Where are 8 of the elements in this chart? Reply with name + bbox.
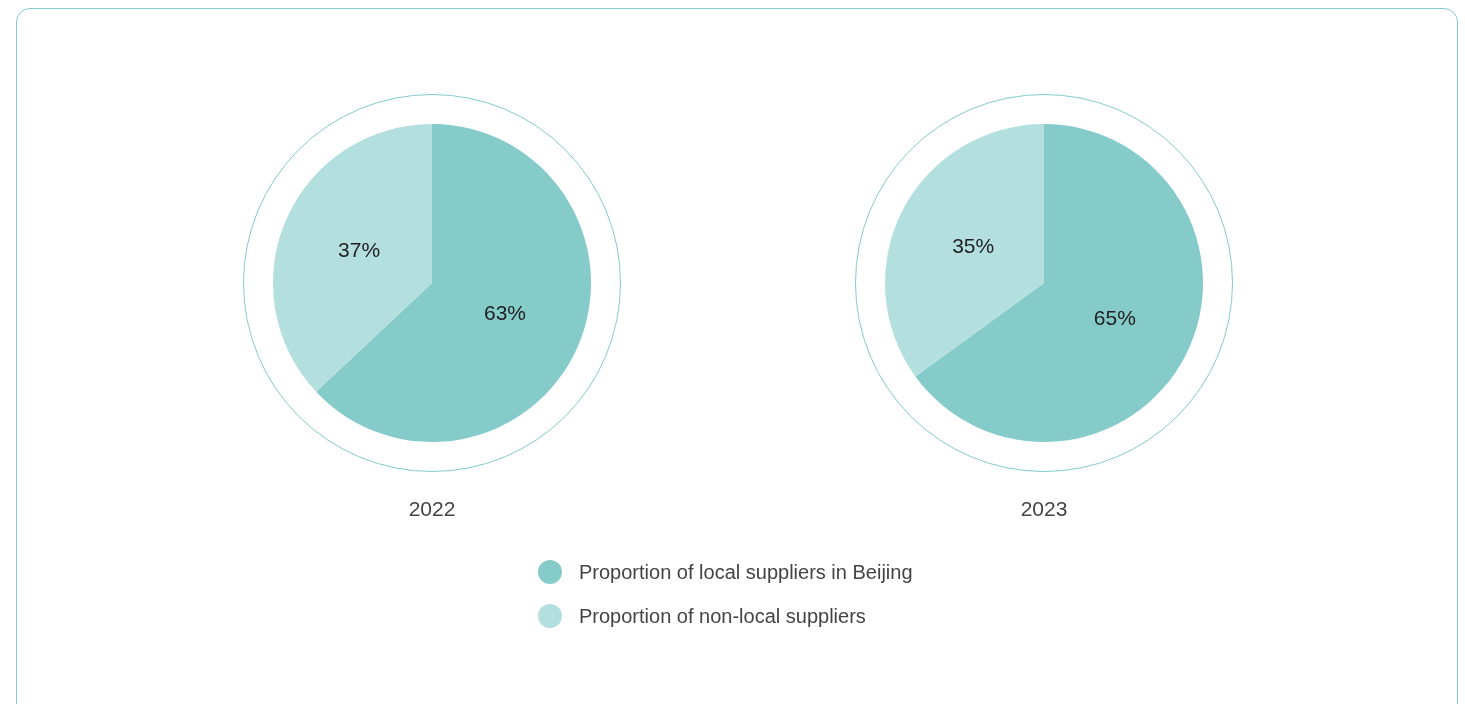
legend-label: Proportion of non-local suppliers <box>579 604 866 628</box>
legend-label: Proportion of local suppliers in Beijing <box>579 560 913 584</box>
data-label: 65% <box>1093 305 1136 329</box>
data-label: 37% <box>338 238 381 262</box>
data-label: 35% <box>952 233 995 257</box>
text: 2022 <box>407 497 457 521</box>
data-label: 63% <box>483 301 526 325</box>
text: 2023 <box>1019 497 1069 521</box>
